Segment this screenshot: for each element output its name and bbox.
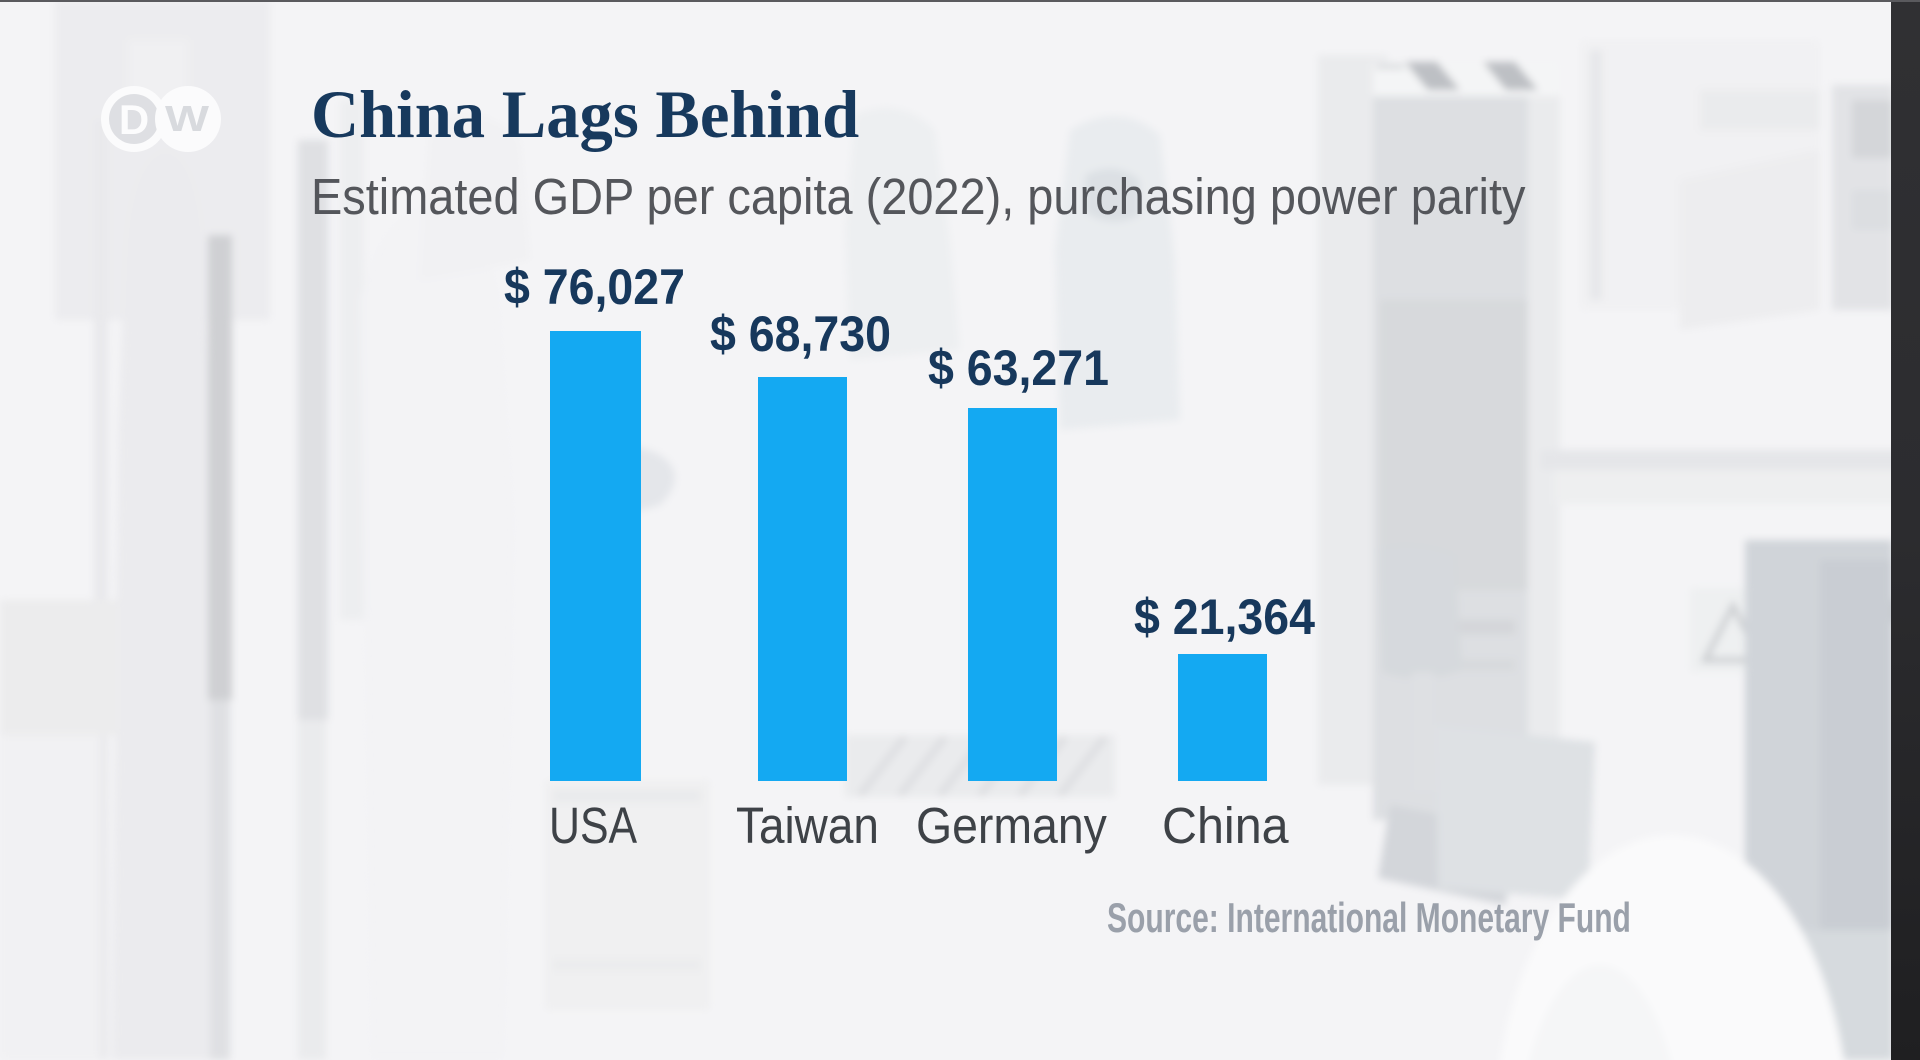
svg-text:D: D: [119, 96, 149, 143]
svg-text:W: W: [165, 98, 209, 139]
